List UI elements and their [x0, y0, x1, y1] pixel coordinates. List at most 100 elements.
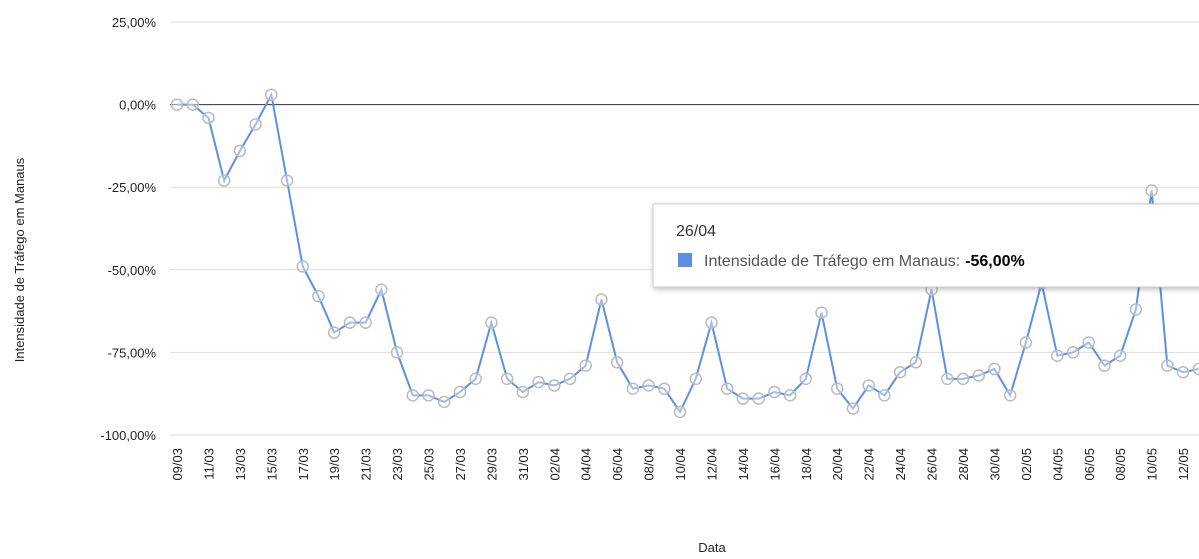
x-tick-label: 15/03	[264, 448, 279, 481]
x-tick-label: 09/03	[170, 448, 185, 481]
data-point	[956, 372, 970, 386]
data-point	[312, 289, 325, 303]
x-tick-label: 20/04	[830, 448, 845, 481]
y-tick-label: 25,00%	[112, 15, 157, 30]
data-point	[720, 382, 734, 395]
data-point	[186, 98, 199, 111]
data-point	[783, 389, 797, 402]
x-tick-label: 23/03	[390, 448, 405, 481]
data-point	[343, 316, 357, 329]
x-tick-label: 22/04	[862, 448, 877, 481]
data-point	[280, 174, 294, 187]
x-tick-label: 19/03	[327, 448, 342, 481]
data-point	[909, 356, 923, 369]
data-point	[988, 362, 1001, 376]
y-tick-label: -25,00%	[108, 180, 157, 195]
x-tick-label: 02/05	[1019, 448, 1034, 481]
data-point	[941, 372, 954, 386]
data-point	[516, 385, 530, 399]
data-point	[422, 389, 435, 402]
tooltip-title: 26/04	[676, 223, 716, 240]
data-point	[563, 372, 577, 386]
data-point	[689, 372, 703, 386]
data-point	[265, 88, 278, 101]
x-tick-label: 21/03	[359, 448, 374, 481]
data-point	[1082, 336, 1096, 349]
y-tick-label: -100,00%	[100, 428, 156, 443]
tooltip-value: -56,00%	[965, 253, 1025, 270]
data-point	[626, 382, 640, 395]
data-point	[878, 389, 891, 402]
x-tick-label: 31/03	[516, 448, 531, 481]
x-tick-label: 16/04	[767, 448, 782, 481]
x-tick-label: 06/05	[1082, 448, 1097, 481]
data-point	[1113, 349, 1127, 362]
x-tick-label: 29/03	[484, 448, 499, 481]
data-point	[1003, 389, 1017, 402]
tooltip: 26/04 Intensidade de Tráfego em Manaus: -5…	[652, 203, 1199, 288]
data-point	[500, 372, 514, 386]
data-point	[1098, 359, 1111, 372]
data-point	[390, 346, 404, 359]
data-point	[1019, 336, 1033, 349]
data-point	[406, 389, 420, 402]
y-tick-label: -75,00%	[108, 345, 157, 360]
data-point	[972, 369, 985, 382]
data-point	[893, 365, 907, 379]
data-point	[327, 326, 341, 339]
tooltip-box	[652, 203, 1199, 288]
tooltip-label: Intensidade de Tráfego em Manaus:	[704, 253, 960, 270]
data-point	[1192, 362, 1199, 376]
data-point	[642, 379, 655, 392]
data-point	[437, 395, 451, 409]
data-point	[846, 402, 860, 415]
x-tick-label: 02/04	[547, 448, 562, 481]
x-axis-title: Data	[698, 540, 726, 554]
data-point	[375, 283, 388, 296]
data-point	[1129, 303, 1143, 316]
x-tick-label: 04/04	[579, 448, 594, 481]
x-tick-label: 08/04	[642, 448, 657, 481]
x-tick-label: 30/04	[987, 448, 1002, 481]
data-point	[658, 382, 671, 395]
data-point	[548, 379, 561, 392]
x-tick-label: 08/05	[1113, 448, 1128, 481]
data-point	[1145, 184, 1158, 197]
x-tick-label: 17/03	[296, 448, 311, 481]
data-point	[202, 111, 215, 125]
tooltip-swatch	[678, 253, 692, 267]
data-point	[1161, 359, 1174, 372]
data-point	[768, 385, 781, 399]
x-tick-label: 13/03	[233, 448, 248, 481]
data-point	[233, 144, 247, 158]
x-tick-label: 04/05	[1050, 448, 1065, 481]
x-tick-label: 14/04	[736, 448, 751, 481]
y-tick-label: -50,00%	[108, 263, 157, 278]
x-tick-label: 10/04	[673, 448, 688, 481]
y-axis-title: Intensidade de Tráfego em Manaus	[12, 157, 27, 362]
data-point	[1066, 346, 1080, 359]
data-point	[359, 316, 372, 329]
data-point	[217, 174, 231, 187]
data-point	[595, 293, 608, 306]
data-point	[799, 372, 813, 386]
data-point	[249, 118, 262, 131]
data-point	[296, 260, 310, 273]
data-point	[673, 405, 687, 419]
data-point	[170, 98, 184, 111]
x-tick-label: 25/03	[422, 448, 437, 481]
x-tick-label: 18/04	[799, 448, 814, 481]
data-point	[469, 372, 482, 386]
data-point	[815, 306, 828, 320]
data-point	[736, 392, 750, 405]
x-tick-label: 26/04	[925, 448, 940, 481]
tooltip-text: Intensidade de Tráfego em Manaus: -56,00%	[704, 253, 1025, 270]
data-point	[1176, 365, 1190, 379]
data-point	[705, 316, 718, 329]
x-tick-label: 10/05	[1145, 448, 1160, 481]
series-line	[177, 91, 1199, 414]
y-tick-label: 0,00%	[119, 98, 156, 113]
data-point	[453, 385, 467, 399]
data-point	[532, 375, 545, 389]
